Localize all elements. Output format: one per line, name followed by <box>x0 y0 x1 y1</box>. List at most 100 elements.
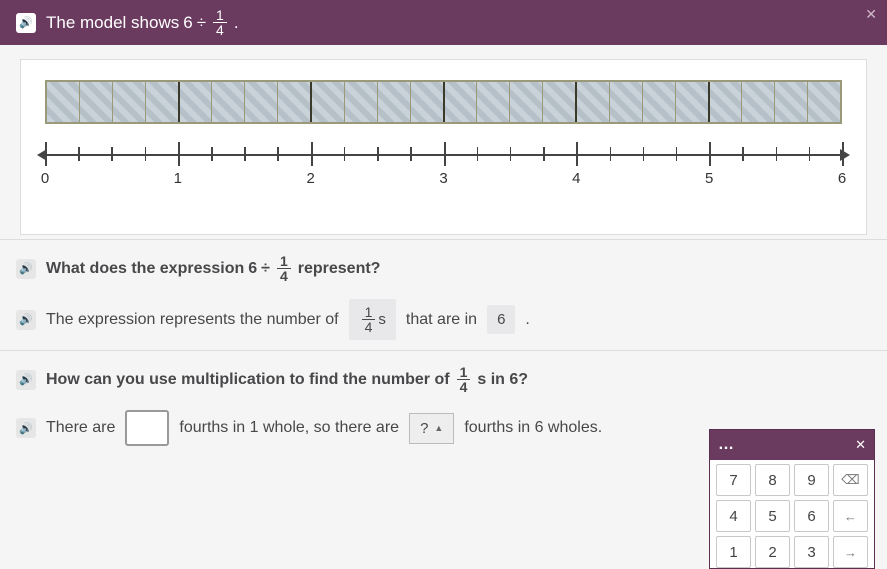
bar-segment <box>808 82 840 122</box>
bar-segment <box>510 82 543 122</box>
answer-input[interactable] <box>125 410 169 446</box>
key-digit[interactable]: 6 <box>794 500 829 532</box>
close-icon[interactable]: ✕ <box>865 6 877 23</box>
divider <box>0 239 887 240</box>
audio-icon[interactable]: 🔊 <box>16 370 36 390</box>
question-1: 🔊 What does the expression 6 ÷ 1 4 repre… <box>0 244 887 289</box>
tick-major <box>576 142 578 166</box>
frac-den: 4 <box>213 23 227 37</box>
answer-dropdown[interactable]: ? ▲ <box>409 413 454 444</box>
keypad-header: … ✕ <box>710 430 874 460</box>
tick-label: 4 <box>572 170 580 187</box>
bar-segment <box>643 82 676 122</box>
q1-post: represent? <box>298 260 381 278</box>
a2-post: fourths in 6 wholes. <box>464 419 602 437</box>
tick-minor <box>410 147 412 161</box>
tick-label: 1 <box>174 170 182 187</box>
bar-segment <box>146 82 180 122</box>
bar-segment <box>742 82 775 122</box>
frac-num: 1 <box>277 254 291 269</box>
tick-label: 2 <box>306 170 314 187</box>
tick-minor <box>344 147 346 161</box>
key-digit[interactable]: 8 <box>755 464 790 496</box>
header-text: The model shows 6 ÷ 1 4 . <box>46 8 239 37</box>
tick-label: 6 <box>838 170 846 187</box>
numeric-keypad: … ✕ 789⌫ 456← 123→ <box>709 429 875 569</box>
a2-text: There are fourths in 1 whole, so there a… <box>46 410 602 446</box>
key-action[interactable]: ⌫ <box>833 464 868 496</box>
tick-major <box>444 142 446 166</box>
tick-major <box>842 142 844 166</box>
bar-segment <box>676 82 710 122</box>
tick-minor <box>510 147 512 161</box>
audio-icon[interactable]: 🔊 <box>16 310 36 330</box>
bar-segment <box>710 82 743 122</box>
key-action[interactable]: ← <box>833 500 868 532</box>
key-digit[interactable]: 7 <box>716 464 751 496</box>
divider <box>0 350 887 351</box>
tick-major <box>45 142 47 166</box>
q2-suf: s in 6? <box>477 371 528 389</box>
bar-segment <box>577 82 610 122</box>
key-digit[interactable]: 9 <box>794 464 829 496</box>
frac-num: 1 <box>213 8 227 23</box>
key-action[interactable]: → <box>833 536 868 568</box>
tick-minor <box>277 147 279 161</box>
model-panel: 0 1 2 3 4 5 6 <box>20 59 867 235</box>
tick-minor <box>78 147 80 161</box>
q1-frac: 1 4 <box>277 254 291 283</box>
tick-minor <box>643 147 645 161</box>
frac-num: 1 <box>362 305 376 320</box>
key-digit[interactable]: 3 <box>794 536 829 568</box>
tick-major <box>709 142 711 166</box>
frac-den: 4 <box>457 380 471 394</box>
header-suffix: . <box>234 13 239 33</box>
keypad-close-icon[interactable]: ✕ <box>855 437 866 453</box>
audio-icon[interactable]: 🔊 <box>16 13 36 33</box>
audio-icon[interactable]: 🔊 <box>16 259 36 279</box>
bar-segment <box>212 82 245 122</box>
bar-segment <box>445 82 478 122</box>
key-digit[interactable]: 4 <box>716 500 751 532</box>
bar-segment <box>378 82 411 122</box>
a1-mid: that are in <box>406 311 477 329</box>
more-icon[interactable]: … <box>718 436 736 454</box>
tick-label: 3 <box>439 170 447 187</box>
a1-pre: The expression represents the number of <box>46 311 339 329</box>
caret-up-icon: ▲ <box>434 423 443 433</box>
tick-label: 5 <box>705 170 713 187</box>
keypad-grid: 789⌫ 456← 123→ <box>710 460 874 568</box>
header-prefix: The model shows <box>46 13 179 33</box>
tick-minor <box>244 147 246 161</box>
question-header: 🔊 The model shows 6 ÷ 1 4 . ✕ <box>0 0 887 45</box>
audio-icon[interactable]: 🔊 <box>16 418 36 438</box>
header-op: ÷ <box>197 13 206 33</box>
tick-minor <box>676 147 678 161</box>
frac-den: 4 <box>362 320 376 334</box>
filled-fraction-box: 1 4 s <box>349 299 396 340</box>
a1-frac: 1 4 <box>362 305 376 334</box>
bar-segment <box>278 82 312 122</box>
a1-text: The expression represents the number of … <box>46 299 530 340</box>
a1-end: . <box>525 311 529 329</box>
bar-segment <box>113 82 146 122</box>
bar-segment <box>47 82 80 122</box>
key-digit[interactable]: 1 <box>716 536 751 568</box>
q2-frac: 1 4 <box>457 365 471 394</box>
a1-suf: s <box>378 311 386 328</box>
tick-minor <box>776 147 778 161</box>
tick-minor <box>111 147 113 161</box>
tick-label: 0 <box>41 170 49 187</box>
header-a: 6 <box>183 13 192 33</box>
q1-pre: What does the expression <box>46 260 244 278</box>
bar-segment <box>345 82 378 122</box>
bar-segment <box>80 82 113 122</box>
a2-pre: There are <box>46 419 115 437</box>
key-digit[interactable]: 5 <box>755 500 790 532</box>
tick-minor <box>145 147 147 161</box>
bar-segment <box>610 82 643 122</box>
q2-text: How can you use multiplication to find t… <box>46 365 528 394</box>
key-digit[interactable]: 2 <box>755 536 790 568</box>
tick-minor <box>742 147 744 161</box>
drop-val: ? <box>420 420 428 437</box>
